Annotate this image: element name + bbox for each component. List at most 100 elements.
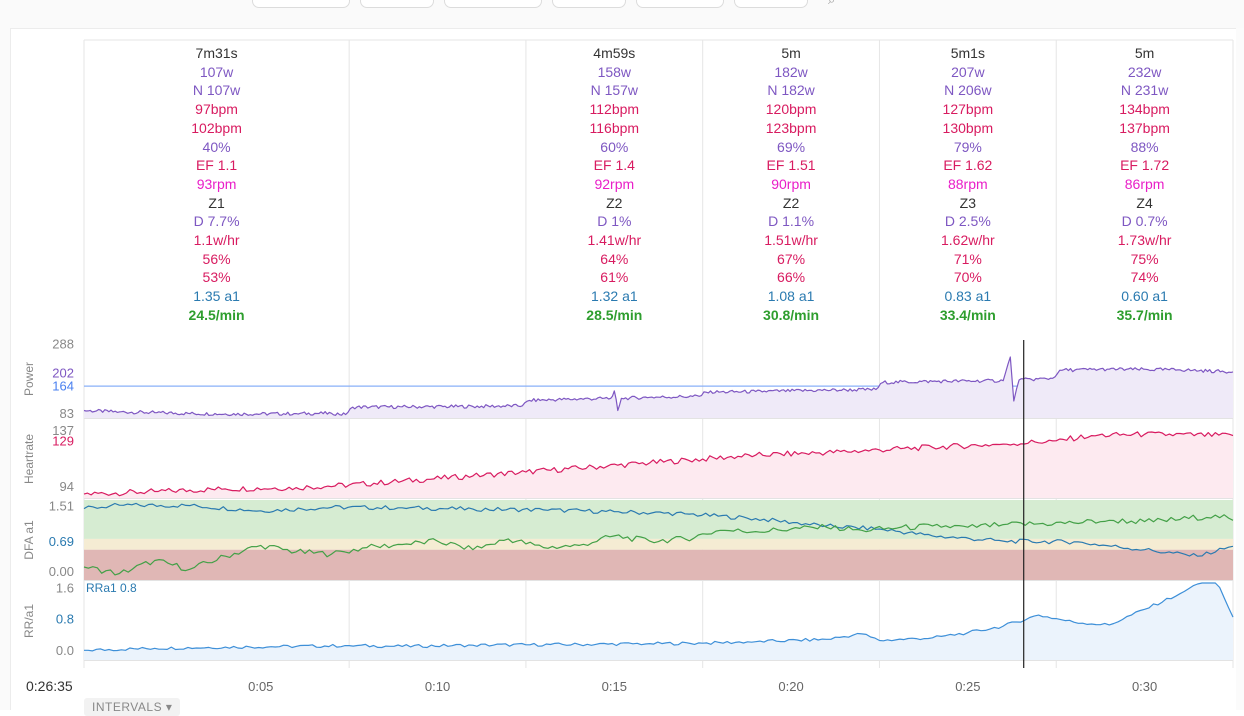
search-icon[interactable]: ⌕: [828, 0, 835, 8]
interval-stat-column[interactable]: 5m1s 207w N 206w 127bpm 130bpm 79% EF 1.62 88rp…: [879, 40, 1056, 342]
series-line: [84, 582, 1234, 652]
y-tick-label: 94: [60, 479, 74, 494]
interval-pct: 88%: [1130, 138, 1159, 155]
interval-dur: 5m1s: [950, 45, 985, 61]
interval-cad: 90rpm: [771, 175, 811, 192]
toolbar-chip[interactable]: [636, 0, 724, 8]
interval-a1: 1.35 a1: [193, 288, 240, 305]
series-line: [83, 502, 1234, 557]
interval-pct2: 56%: [202, 250, 231, 267]
y-tick-label: 1.51: [49, 499, 74, 514]
panel-axis-label: Power: [22, 362, 36, 396]
interval-pct: 69%: [777, 138, 806, 155]
interval-stat-column[interactable]: [349, 40, 526, 342]
toolbar-chip[interactable]: [734, 0, 808, 8]
y-tick-label: 1.6: [56, 580, 74, 595]
toolbar-chip[interactable]: [552, 0, 626, 8]
toolbar-chip[interactable]: [360, 0, 434, 8]
intervals-dropdown[interactable]: INTERVALS ▾: [84, 698, 181, 716]
interval-pow: 182w: [774, 63, 808, 80]
interval-ef: EF 1.51: [766, 157, 816, 174]
y-tick-label: 137: [52, 423, 74, 438]
interval-pct2: 64%: [600, 250, 629, 267]
interval-cad: 93rpm: [196, 175, 237, 192]
series-line: [83, 431, 1234, 497]
interval-pct3: 70%: [953, 269, 982, 286]
toolbar-chip[interactable]: [252, 0, 350, 8]
panel-axis-label: Heartrate: [22, 434, 36, 484]
interval-zone: Z3: [959, 194, 976, 211]
interval-ef: EF 1.4: [593, 157, 635, 174]
interval-whr: 1.62w/hr: [940, 232, 995, 249]
y-tick-label: 164: [52, 379, 74, 394]
interval-decoupling: D 2.5%: [944, 213, 991, 230]
interval-dur: 4m59s: [593, 45, 636, 61]
y-tick-label: 0.8: [56, 612, 74, 627]
x-tick-label: 0:20: [778, 679, 803, 694]
interval-ef: EF 1.1: [195, 157, 238, 174]
interval-ef: EF 1.62: [943, 157, 993, 174]
top-toolbar: ⌕: [0, 0, 1244, 29]
interval-rr: 35.7/min: [1116, 306, 1173, 323]
interval-np: N 182w: [767, 82, 815, 99]
interval-pow: 232w: [1127, 63, 1162, 80]
interval-stats: 7m31s 107w N 107w 97bpm 102bpm 40% EF 1.1 93rpm…: [0, 40, 1244, 340]
y-tick-label: 0.00: [49, 564, 74, 579]
interval-decoupling: D 7.7%: [193, 213, 240, 230]
interval-hr-avg: 127bpm: [942, 101, 994, 118]
interval-pct3: 66%: [777, 269, 806, 286]
panel-rr-a1: 1.6 0.8 0.0 RR/a1 RRa1 0.8: [22, 580, 1234, 661]
toolbar-chip[interactable]: [444, 0, 542, 8]
series-area: [84, 583, 1233, 660]
interval-np: N 231w: [1120, 82, 1169, 99]
x-tick-label: 0:30: [1132, 679, 1157, 694]
interval-rr: 24.5/min: [188, 306, 245, 323]
interval-pow: 107w: [199, 63, 234, 80]
interval-dur: 5m: [1134, 45, 1155, 61]
interval-np: N 107w: [192, 82, 241, 99]
interval-stat-column[interactable]: 5m 232w N 231w 134bpm 137bpm 88% EF 1.72 86rpm Z…: [1056, 40, 1233, 342]
x-tick-label: 0:05: [248, 679, 273, 694]
interval-hr-avg: 112bpm: [589, 101, 640, 118]
interval-a1: 0.60 a1: [1121, 288, 1168, 305]
zone-band: [84, 500, 1233, 539]
interval-ef: EF 1.72: [1120, 157, 1170, 174]
interval-a1: 0.83 a1: [944, 288, 992, 305]
panel-annotation: RRa1 0.8: [86, 581, 137, 595]
interval-a1: 1.08 a1: [767, 288, 815, 305]
x-tick-label: 0:15: [602, 679, 627, 694]
x-tick-label: 0:25: [955, 679, 980, 694]
scrollbar[interactable]: [1236, 28, 1244, 710]
series-area: [84, 357, 1233, 418]
y-tick-label: 0.69: [49, 534, 74, 549]
interval-pct2: 75%: [1130, 250, 1159, 267]
interval-pct: 40%: [202, 138, 231, 155]
series-line: [83, 514, 1234, 576]
interval-hr-avg: 97bpm: [195, 101, 238, 118]
interval-stat-column[interactable]: 7m31s 107w N 107w 97bpm 102bpm 40% EF 1.1 93rpm…: [84, 40, 349, 342]
zone-band: [84, 538, 1233, 550]
interval-rr: 30.8/min: [763, 306, 820, 323]
interval-stat-column[interactable]: 4m59s 158w N 157w 112bpm 116bpm 60% EF 1.4 92rp…: [526, 40, 703, 342]
interval-decoupling: D 0.7%: [1121, 213, 1168, 230]
interval-hr-max: 102bpm: [191, 119, 242, 136]
y-tick-label: 83: [60, 406, 74, 421]
interval-pct2: 67%: [777, 250, 806, 267]
interval-dur: 7m31s: [195, 45, 238, 61]
interval-pct: 79%: [953, 138, 982, 155]
interval-pow: 207w: [951, 63, 985, 80]
interval-whr: 1.51w/hr: [764, 232, 818, 249]
y-tick-label: 129: [52, 433, 74, 448]
interval-zone: Z2: [606, 194, 623, 211]
interval-whr: 1.41w/hr: [587, 232, 642, 249]
interval-pct: 60%: [600, 138, 629, 155]
interval-hr-max: 116bpm: [589, 119, 640, 136]
interval-decoupling: D 1%: [597, 213, 632, 230]
y-tick-label: 202: [52, 366, 74, 381]
interval-rr: 28.5/min: [586, 306, 643, 323]
interval-hr-avg: 134bpm: [1119, 101, 1170, 118]
interval-stat-column[interactable]: 5m 182w N 182w 120bpm 123bpm 69% EF 1.51 90rpm Z…: [703, 40, 880, 342]
interval-dur: 5m: [781, 45, 801, 61]
